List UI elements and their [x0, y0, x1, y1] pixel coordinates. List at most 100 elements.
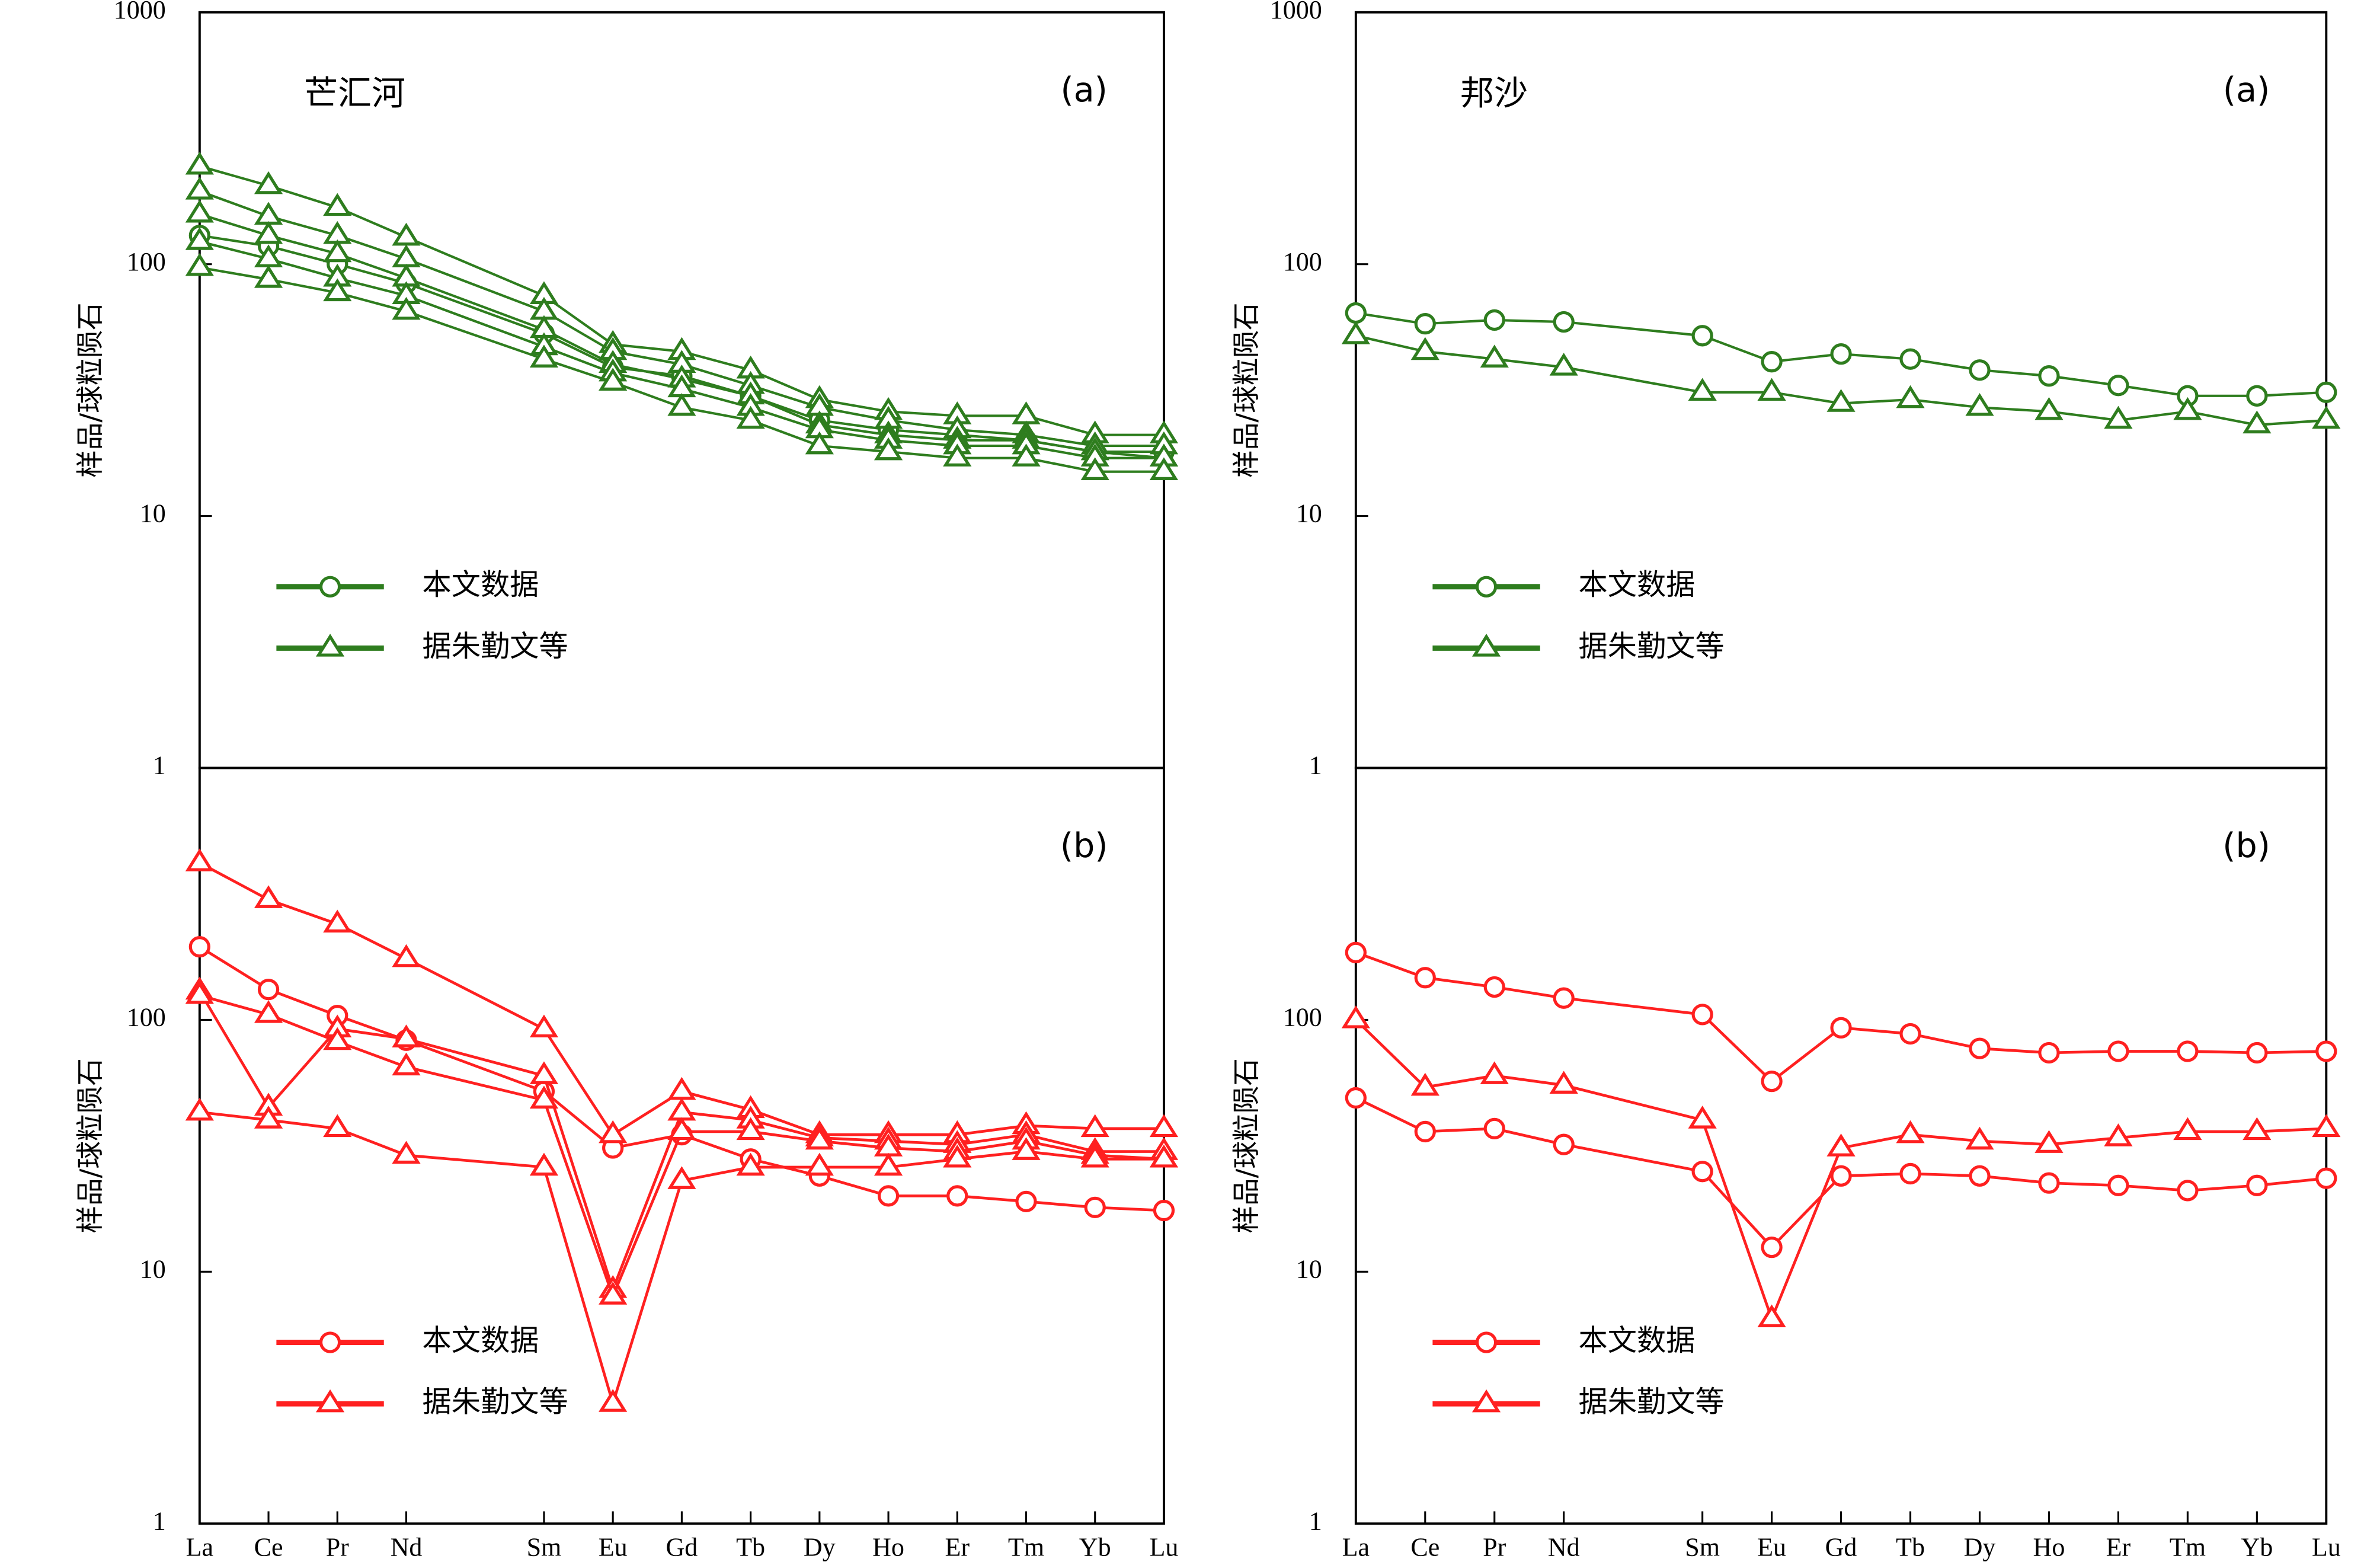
- triangle-marker: [1896, 385, 1925, 408]
- circle-marker: [2107, 1174, 2129, 1196]
- triangle-marker: [185, 980, 214, 1004]
- x-tick-label: Lu: [2312, 1532, 2341, 1561]
- circle-marker: [1969, 359, 1991, 381]
- triangle-marker: [2312, 405, 2341, 429]
- x-tick-label: Ho: [872, 1532, 904, 1561]
- triangle-marker: [736, 1152, 765, 1176]
- x-tick-label: Sm: [527, 1532, 562, 1561]
- circle-marker: [2177, 1180, 2199, 1202]
- circle-marker: [2038, 365, 2060, 387]
- triangle-marker: [805, 1152, 834, 1176]
- circle-marker: [1483, 976, 1505, 998]
- triangle-marker: [1012, 401, 1041, 424]
- y-tick-label: 100: [127, 1003, 166, 1032]
- y-tick-label: 1000: [1270, 0, 1322, 24]
- triangle-marker: [529, 1085, 559, 1109]
- circle-marker: [2246, 1174, 2268, 1196]
- y-tick-label: 10: [1296, 499, 1322, 528]
- triangle-marker: [1410, 337, 1439, 360]
- triangle-marker: [2034, 397, 2064, 420]
- legend-label: 本文数据: [1579, 1323, 1696, 1357]
- y-tick-label: 100: [127, 247, 166, 276]
- triangle-marker: [185, 227, 214, 250]
- legend-marker: [315, 634, 345, 657]
- triangle-marker: [943, 443, 972, 467]
- circle-marker: [1761, 1070, 1783, 1093]
- triangle-marker: [2243, 1117, 2272, 1141]
- legend-marker: [1471, 1389, 1501, 1413]
- triangle-marker: [2173, 397, 2202, 420]
- triangle-marker: [185, 177, 214, 200]
- triangle-marker: [323, 1027, 352, 1050]
- triangle-marker: [392, 1024, 421, 1047]
- circle-marker: [1830, 1017, 1852, 1039]
- y-tick-label: 10: [140, 1254, 166, 1283]
- triangle-marker: [599, 1282, 628, 1305]
- panel-label: (a): [1061, 71, 1108, 110]
- triangle-marker: [2034, 1130, 2064, 1153]
- y-axis-label: 样品/球粒陨石: [1230, 1058, 1262, 1233]
- triangle-marker: [736, 405, 765, 429]
- legend-marker: [1475, 576, 1498, 598]
- circle-marker: [2038, 1042, 2060, 1064]
- circle-marker: [1483, 1117, 1505, 1140]
- sample-line: [199, 266, 1164, 473]
- sample-line: [1355, 951, 2327, 1084]
- circle-marker: [1414, 313, 1436, 335]
- triangle-marker: [392, 296, 421, 320]
- legend-label: 据朱勤文等: [1579, 1385, 1725, 1419]
- circle-marker: [188, 936, 210, 958]
- triangle-marker: [1080, 1114, 1109, 1138]
- legend-label: 据朱勤文等: [423, 629, 568, 663]
- circle-marker: [1345, 302, 1367, 324]
- x-tick-label: Er: [945, 1532, 970, 1561]
- circle-marker: [1969, 1165, 1991, 1187]
- triangle-marker: [529, 1014, 559, 1038]
- sample-line: [199, 945, 1165, 1212]
- panel-label: (b): [1060, 826, 1108, 865]
- panel-label: (b): [2222, 826, 2270, 865]
- triangle-marker: [667, 392, 696, 416]
- x-tick-label: Gd: [666, 1532, 698, 1561]
- x-tick-label: Sm: [1685, 1532, 1720, 1561]
- triangle-marker: [1757, 378, 1786, 401]
- circle-marker: [1345, 1087, 1367, 1109]
- station-title: 邦沙: [1460, 74, 1528, 113]
- triangle-marker: [392, 1052, 421, 1076]
- circle-marker: [1761, 1236, 1783, 1258]
- sample-line: [1355, 1018, 2327, 1323]
- circle-marker: [1483, 309, 1505, 331]
- legend-marker: [1471, 634, 1501, 657]
- triangle-marker: [185, 848, 214, 871]
- circle-marker: [2177, 1040, 2199, 1062]
- legend-label: 据朱勤文等: [423, 1385, 568, 1419]
- triangle-marker: [185, 151, 214, 175]
- sample-line: [198, 990, 1164, 1294]
- y-tick-label: 10: [140, 499, 166, 528]
- triangle-marker: [185, 1097, 214, 1121]
- triangle-marker: [736, 1117, 765, 1141]
- circle-marker: [2315, 1040, 2337, 1062]
- triangle-marker: [2243, 410, 2272, 434]
- circle-marker: [1345, 941, 1367, 964]
- triangle-marker: [323, 193, 352, 216]
- x-tick-label: Eu: [599, 1532, 628, 1561]
- triangle-marker: [2104, 405, 2133, 429]
- triangle-marker: [1149, 1114, 1179, 1138]
- x-tick-label: Nd: [391, 1532, 423, 1561]
- x-tick-label: Ce: [254, 1532, 283, 1561]
- y-tick-label: 1: [1309, 1506, 1322, 1535]
- y-axis-label: 样品/球粒陨石: [74, 1058, 106, 1233]
- x-tick-label: Nd: [1548, 1532, 1580, 1561]
- legend-marker: [1475, 1331, 1498, 1353]
- circle-marker: [1153, 1199, 1175, 1222]
- triangle-marker: [323, 909, 352, 933]
- x-tick-label: Tb: [736, 1532, 765, 1561]
- triangle-marker: [254, 221, 283, 244]
- triangle-marker: [805, 431, 834, 455]
- triangle-marker: [1080, 457, 1109, 480]
- triangle-marker: [254, 1106, 283, 1129]
- triangle-marker: [1012, 443, 1041, 467]
- triangle-marker: [1965, 392, 1994, 416]
- y-axis-label: 样品/球粒陨石: [1230, 302, 1262, 477]
